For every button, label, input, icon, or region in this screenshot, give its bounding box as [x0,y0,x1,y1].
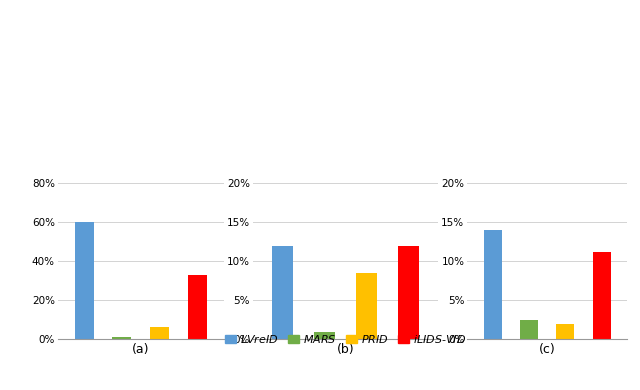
Bar [150,327,169,339]
X-axis label: (a): (a) [132,344,150,356]
Bar [356,273,377,339]
X-axis label: (c): (c) [539,344,556,356]
Bar [75,222,93,339]
Legend: $\it{LVreID}$, $\it{MARS}$, $\it{PRID}$, $\it{iLIDS}$-$\it{VID}$: $\it{LVreID}$, $\it{MARS}$, $\it{PRID}$,… [220,328,471,349]
Bar [188,275,207,339]
X-axis label: (b): (b) [337,344,355,356]
Bar [272,246,293,339]
Bar [113,337,131,339]
Bar [593,252,611,339]
Bar [520,320,538,339]
Bar [556,324,575,339]
Bar [314,332,335,339]
Bar [398,246,419,339]
Bar [484,230,502,339]
